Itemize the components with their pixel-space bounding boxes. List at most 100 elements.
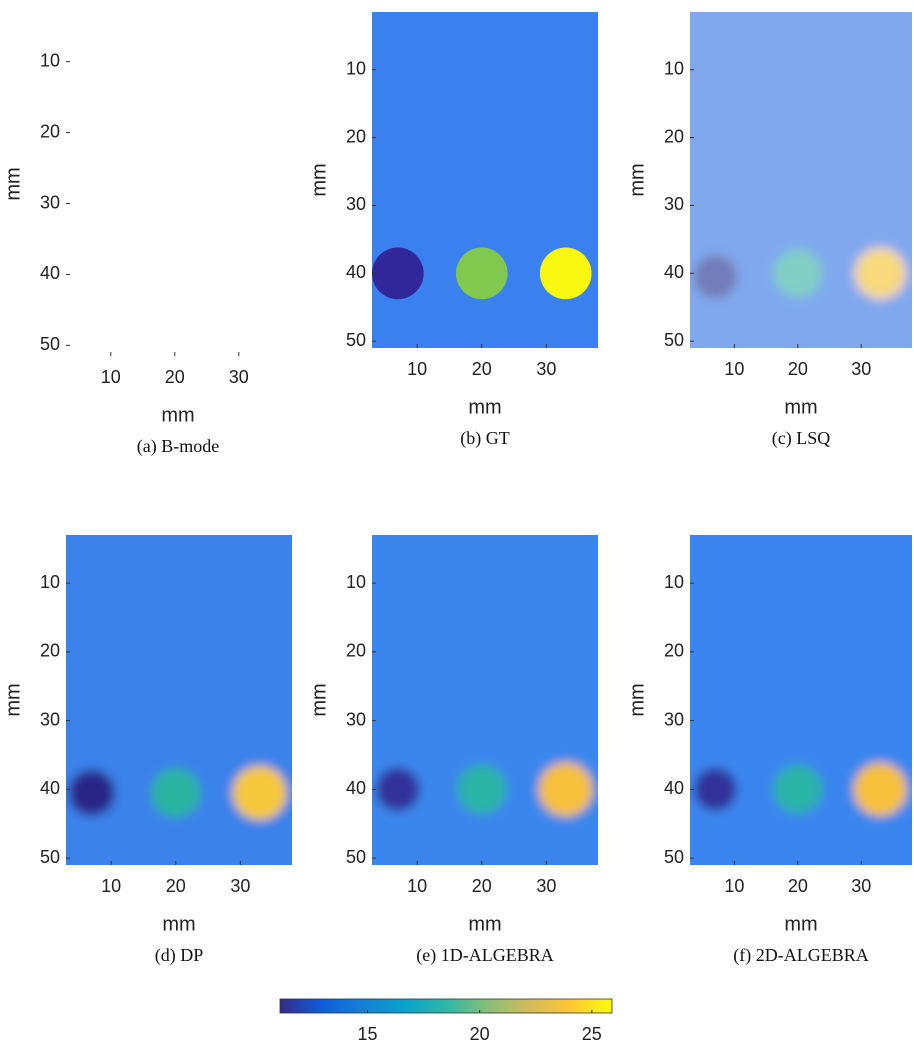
inclusion <box>232 765 287 820</box>
x-axis-label: mm <box>161 404 194 426</box>
y-tick-label: 40 <box>664 778 684 798</box>
y-tick-label: 30 <box>664 709 684 729</box>
y-tick-label: 40 <box>346 778 366 798</box>
x-axis-label: mm <box>162 913 195 935</box>
x-tick-label: 10 <box>724 359 744 379</box>
y-tick-label: 40 <box>40 263 60 283</box>
caption: (f) 2D-ALGEBRA <box>733 945 868 966</box>
y-tick-label: 10 <box>346 572 366 592</box>
y-tick-label: 10 <box>664 58 684 78</box>
inclusion <box>693 767 737 811</box>
colorbar-tick-label: 25 <box>582 1024 602 1044</box>
caption: (e) 1D-ALGEBRA <box>416 945 553 966</box>
x-tick-label: 10 <box>407 359 427 379</box>
image-background <box>690 535 912 865</box>
y-axis-label: mm <box>2 167 24 200</box>
x-tick-label: 20 <box>788 359 808 379</box>
speckle <box>690 12 912 348</box>
inclusion <box>68 769 116 817</box>
caption: (d) DP <box>155 945 204 966</box>
y-tick-label: 30 <box>346 709 366 729</box>
inclusion <box>539 247 592 300</box>
image-background <box>372 12 598 348</box>
y-tick-label: 50 <box>40 847 60 867</box>
x-tick-label: 20 <box>788 876 808 896</box>
y-tick-label: 50 <box>346 330 366 350</box>
y-tick-label: 50 <box>40 334 60 354</box>
y-tick-label: 30 <box>346 194 366 214</box>
image-background <box>372 535 598 865</box>
x-tick-label: 30 <box>536 359 556 379</box>
inclusion <box>455 247 508 300</box>
y-tick-label: 50 <box>346 847 366 867</box>
y-tick-label: 10 <box>40 572 60 592</box>
x-tick-label: 30 <box>230 876 250 896</box>
image-panel <box>372 12 598 348</box>
x-tick-label: 20 <box>165 367 185 387</box>
y-axis-label: mm <box>308 683 330 716</box>
inclusion <box>853 762 907 817</box>
y-tick-label: 40 <box>40 778 60 798</box>
x-axis-label: mm <box>468 913 501 935</box>
x-tick-label: 10 <box>407 876 427 896</box>
image-content <box>690 535 912 865</box>
y-tick-label: 40 <box>664 262 684 282</box>
y-tick-label: 20 <box>346 126 366 146</box>
y-axis-label: mm <box>626 163 648 196</box>
y-tick-label: 10 <box>664 572 684 592</box>
x-tick-label: 20 <box>472 876 492 896</box>
speckle-layer <box>66 12 290 356</box>
x-tick-label: 10 <box>101 876 121 896</box>
image-panel <box>690 12 912 348</box>
image-panel <box>66 535 292 865</box>
image-panel <box>690 535 912 865</box>
caption: (b) GT <box>460 428 509 449</box>
y-tick-label: 50 <box>664 847 684 867</box>
inclusion <box>538 762 593 817</box>
y-tick-label: 30 <box>664 194 684 214</box>
y-tick-label: 50 <box>664 330 684 350</box>
inclusion <box>773 765 822 814</box>
y-axis-label: mm <box>308 163 330 196</box>
inclusion <box>372 247 424 300</box>
x-tick-label: 10 <box>724 876 744 896</box>
x-axis-label: mm <box>468 396 501 418</box>
y-tick-label: 10 <box>346 58 366 78</box>
speckle <box>66 12 290 356</box>
y-tick-label: 30 <box>40 192 60 212</box>
y-tick-label: 20 <box>40 641 60 661</box>
inclusion <box>151 768 201 818</box>
x-tick-label: 30 <box>851 876 871 896</box>
colorbar-tick-label: 15 <box>357 1024 377 1044</box>
y-tick-label: 20 <box>664 641 684 661</box>
y-tick-label: 20 <box>346 641 366 661</box>
image-panel <box>66 12 290 356</box>
x-tick-label: 20 <box>166 876 186 896</box>
image-panel <box>372 535 598 865</box>
inclusion <box>375 767 420 812</box>
inclusion <box>457 764 507 814</box>
image-content <box>372 535 598 865</box>
colorbar <box>279 998 613 1014</box>
y-axis-label: mm <box>626 683 648 716</box>
x-tick-label: 30 <box>229 367 249 387</box>
y-axis-label: mm <box>2 683 24 716</box>
x-tick-label: 20 <box>472 359 492 379</box>
y-tick-label: 10 <box>40 50 60 70</box>
caption: (c) LSQ <box>772 428 830 449</box>
y-tick-label: 20 <box>664 126 684 146</box>
y-tick-label: 30 <box>40 709 60 729</box>
x-axis-label: mm <box>784 913 817 935</box>
x-tick-label: 10 <box>101 367 121 387</box>
x-tick-label: 30 <box>851 359 871 379</box>
image-background <box>66 535 292 865</box>
image-content <box>372 12 598 348</box>
x-tick-label: 30 <box>536 876 556 896</box>
x-axis-label: mm <box>784 396 817 418</box>
image-content <box>66 535 292 865</box>
colorbar-tick-label: 20 <box>470 1024 490 1044</box>
y-tick-label: 20 <box>40 121 60 141</box>
caption: (a) B-mode <box>137 436 219 457</box>
speckle-layer <box>690 12 912 348</box>
